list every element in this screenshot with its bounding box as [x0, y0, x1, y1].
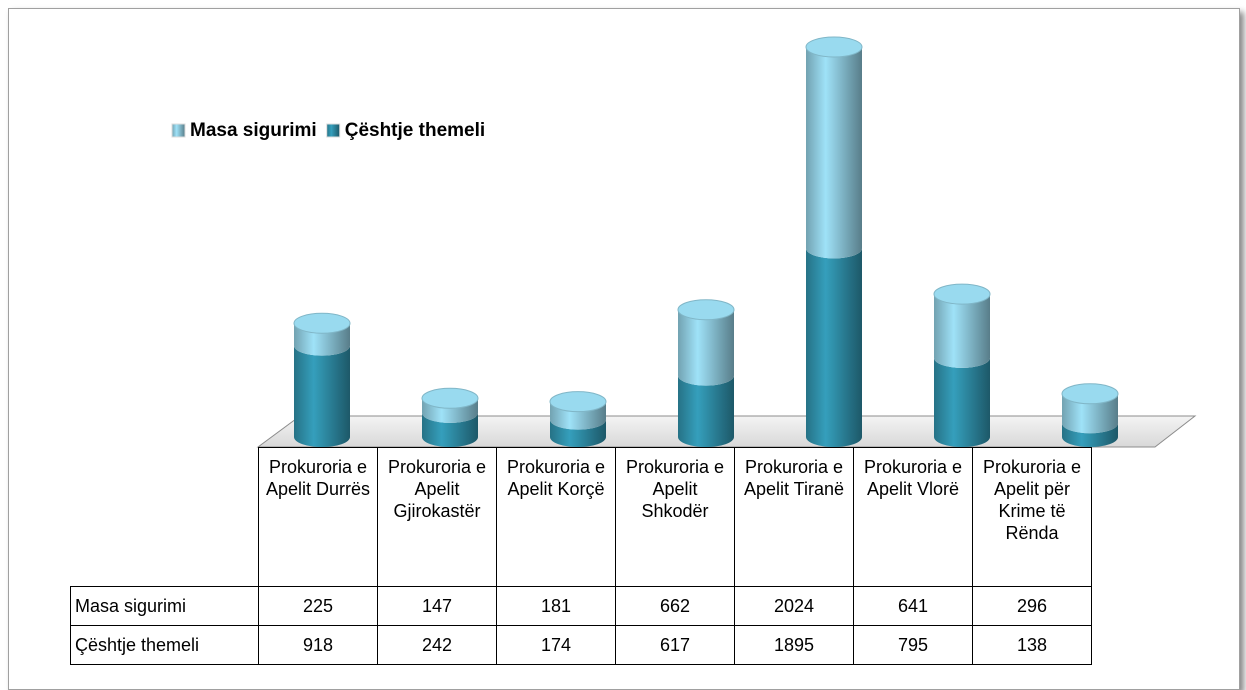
bar-segment — [933, 283, 991, 368]
bar-segment — [422, 412, 478, 447]
bar-segment — [421, 387, 479, 423]
cylinder-top — [421, 387, 479, 409]
data-table: Prokuroria e Apelit Durrës Prokuroria e A… — [70, 447, 1092, 665]
cylinder-body — [678, 375, 734, 447]
table-value: 138 — [972, 625, 1092, 665]
bar-segment — [806, 248, 862, 447]
table-value: 2024 — [734, 586, 854, 626]
page: Masa sigurimi Çështje themeli Prokuroria … — [8, 8, 1240, 690]
table-value: 617 — [615, 625, 735, 665]
legend: Masa sigurimi Çështje themeli — [171, 120, 485, 141]
table-value: 296 — [972, 586, 1092, 626]
table-value: 641 — [853, 586, 973, 626]
bar-segment — [677, 299, 735, 386]
bar-segment — [293, 312, 351, 356]
category-label: Prokuroria e Apelit Tiranë — [734, 447, 854, 587]
row-label: Çështje themeli — [70, 625, 259, 665]
table-value: 918 — [258, 625, 378, 665]
cylinder-top — [293, 312, 351, 334]
cylinder-body — [806, 248, 862, 447]
bar-segment — [805, 36, 863, 259]
legend-label: Masa sigurimi — [190, 120, 317, 141]
table-value: 1895 — [734, 625, 854, 665]
category-label: Prokuroria e Apelit Vlorë — [853, 447, 973, 587]
legend-swatch — [171, 123, 186, 138]
legend-label: Çështje themeli — [345, 120, 485, 141]
chart: Masa sigurimi Çështje themeli — [171, 36, 1197, 448]
category-label: Prokuroria e Apelit Korçë — [496, 447, 616, 587]
table-row: Masa sigurimi 225 147 181 662 2024 641 296 — [70, 586, 1092, 626]
cylinder-top — [933, 283, 991, 305]
category-label: Prokuroria e Apelit Gjirokastër — [377, 447, 497, 587]
cylinder-top — [549, 391, 607, 413]
table-value: 225 — [258, 586, 378, 626]
table-row: Çështje themeli 918 242 174 617 1895 795 138 — [70, 625, 1092, 665]
bar-segment — [1061, 383, 1119, 434]
table-header-row: Prokuroria e Apelit Durrës Prokuroria e A… — [70, 447, 1092, 587]
category-label: Prokuroria e Apelit Durrës — [258, 447, 378, 587]
cylinder-top — [805, 36, 863, 58]
bar-segment — [549, 391, 607, 430]
bar-segment — [678, 375, 734, 447]
cylinder-body — [678, 309, 734, 386]
row-label: Masa sigurimi — [70, 586, 259, 626]
cylinder-top — [677, 299, 735, 321]
cylinder-body — [934, 294, 990, 368]
cylinder-body — [1062, 393, 1118, 434]
cylinder-body — [294, 323, 350, 356]
cylinder-body — [294, 345, 350, 447]
category-label: Prokuroria e Apelit për Krime të Rënda — [972, 447, 1092, 587]
bar-segment — [934, 357, 990, 447]
cylinder-body — [1062, 423, 1118, 447]
cylinder-body — [806, 47, 862, 259]
cylinder-body — [550, 401, 606, 430]
cylinder-body — [422, 398, 478, 423]
table-corner — [70, 447, 259, 587]
cylinder-body — [934, 357, 990, 447]
bar-segment — [1062, 423, 1118, 447]
bar-segment — [550, 419, 606, 447]
table-value: 147 — [377, 586, 497, 626]
cylinder-body — [422, 412, 478, 447]
table-value: 181 — [496, 586, 616, 626]
bar-segment — [294, 345, 350, 447]
table-value: 795 — [853, 625, 973, 665]
table-value: 174 — [496, 625, 616, 665]
table-value: 662 — [615, 586, 735, 626]
table-value: 242 — [377, 625, 497, 665]
category-label: Prokuroria e Apelit Shkodër — [615, 447, 735, 587]
cylinder-top — [1061, 383, 1119, 405]
cylinder-body — [550, 419, 606, 447]
legend-swatch — [326, 123, 341, 138]
